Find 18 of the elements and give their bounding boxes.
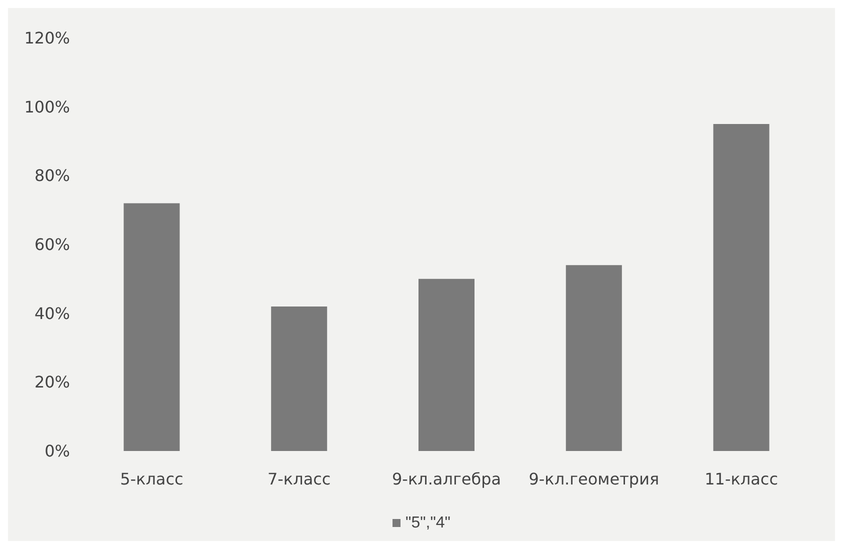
legend-label: "5","4" bbox=[406, 514, 450, 532]
y-tick-label: 120% bbox=[24, 28, 70, 48]
x-tick-label: 5-класс bbox=[120, 470, 184, 488]
y-tick-label: 0% bbox=[44, 442, 70, 460]
y-tick-label: 100% bbox=[24, 97, 70, 116]
y-tick-label: 20% bbox=[34, 372, 70, 392]
y-tick-label: 40% bbox=[34, 304, 70, 323]
y-tick-label: 60% bbox=[34, 235, 70, 254]
x-tick-label: 9-кл.геометрия bbox=[528, 470, 660, 488]
bar bbox=[124, 203, 180, 451]
bar bbox=[566, 265, 622, 451]
bar bbox=[713, 124, 770, 451]
x-tick-label: 7-класс bbox=[267, 470, 331, 488]
bar bbox=[271, 306, 328, 451]
x-tick-label: 9-кл.алгебра bbox=[392, 470, 502, 488]
bar bbox=[418, 278, 475, 451]
x-tick-label: 11-класс bbox=[704, 470, 778, 488]
y-tick-label: 80% bbox=[34, 166, 70, 186]
